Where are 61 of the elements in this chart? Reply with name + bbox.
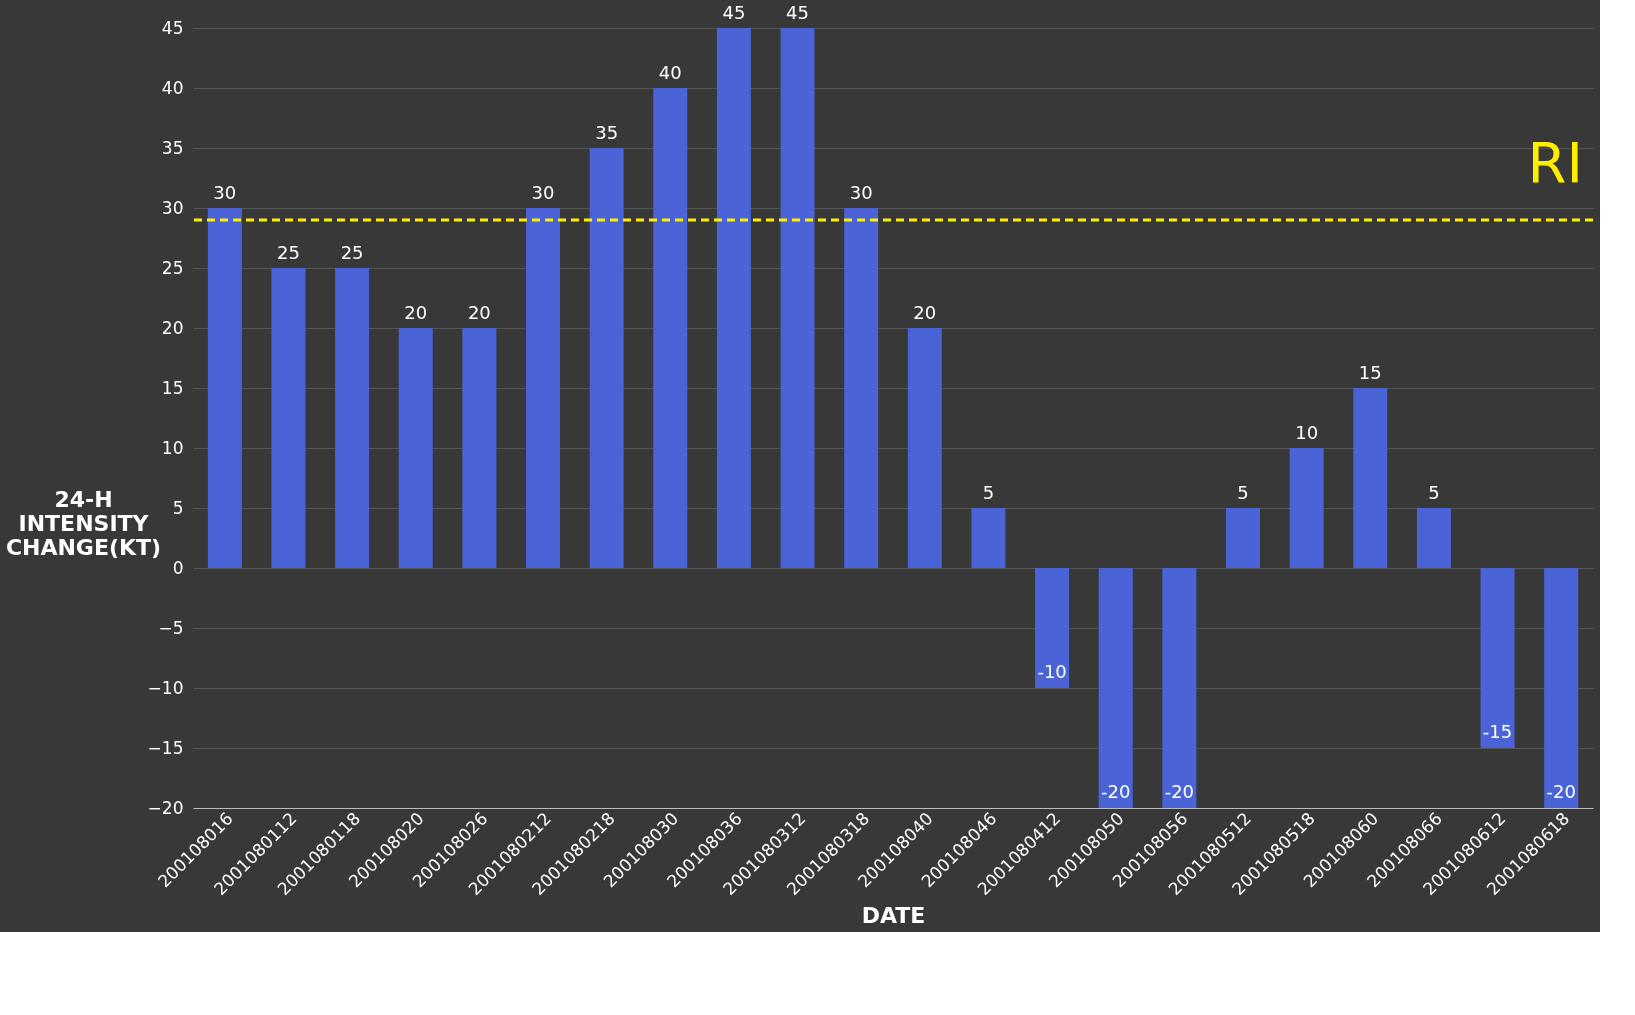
bar bbox=[1353, 388, 1388, 568]
bar bbox=[1544, 568, 1579, 808]
bar bbox=[1098, 568, 1133, 808]
data-label: -20 bbox=[1164, 781, 1195, 802]
bar bbox=[1226, 508, 1260, 568]
data-label: 30 bbox=[849, 182, 873, 203]
y-axis-title: 24-H INTENSITY CHANGE(KT) bbox=[5, 487, 162, 561]
data-label: 5 bbox=[982, 482, 995, 503]
data-label: 15 bbox=[1358, 362, 1382, 383]
bar bbox=[398, 328, 433, 568]
bar bbox=[844, 208, 879, 568]
data-label: 45 bbox=[786, 2, 809, 23]
y-tick-label: 5 bbox=[172, 497, 184, 518]
ref-line-label: RI bbox=[1527, 130, 1583, 195]
data-label: 35 bbox=[595, 122, 619, 143]
bar bbox=[907, 328, 942, 568]
data-label: -10 bbox=[1037, 661, 1067, 682]
y-tick-label: −5 bbox=[158, 617, 184, 638]
bar bbox=[335, 268, 370, 568]
bar bbox=[526, 208, 560, 568]
y-tick-label: −20 bbox=[147, 797, 184, 818]
data-label: 20 bbox=[913, 302, 937, 323]
data-label: -15 bbox=[1482, 721, 1513, 742]
bar bbox=[780, 28, 815, 568]
bar bbox=[1289, 448, 1324, 568]
bar bbox=[271, 268, 306, 568]
bar bbox=[207, 208, 242, 568]
data-label: 45 bbox=[722, 2, 746, 23]
data-label: 40 bbox=[658, 62, 682, 83]
y-tick-label: −15 bbox=[147, 737, 184, 758]
data-label: 25 bbox=[340, 242, 364, 263]
bar bbox=[653, 88, 688, 568]
bar bbox=[462, 328, 497, 568]
y-tick-label: 10 bbox=[161, 437, 184, 458]
data-label: 5 bbox=[1428, 482, 1440, 503]
y-tick-label: 40 bbox=[161, 77, 184, 98]
bar bbox=[971, 508, 1006, 568]
y-tick-label: −10 bbox=[147, 677, 184, 698]
data-label: 25 bbox=[277, 242, 300, 263]
data-label: -20 bbox=[1101, 781, 1131, 802]
data-label: -20 bbox=[1546, 781, 1576, 802]
bar bbox=[1035, 568, 1070, 688]
data-label: 30 bbox=[213, 182, 237, 203]
data-label: 20 bbox=[467, 302, 491, 323]
bar bbox=[1480, 568, 1515, 748]
y-tick-label: 30 bbox=[161, 197, 184, 218]
y-tick-label: 25 bbox=[161, 257, 184, 278]
y-tick-label: 20 bbox=[161, 317, 184, 338]
bar bbox=[716, 28, 751, 568]
data-label: 30 bbox=[531, 182, 555, 203]
x-axis-title: DATE bbox=[861, 903, 926, 929]
data-label: 20 bbox=[404, 302, 428, 323]
y-tick-label: 45 bbox=[161, 17, 184, 38]
bar bbox=[589, 148, 624, 568]
bar bbox=[1416, 508, 1451, 568]
y-tick-label: 35 bbox=[161, 137, 184, 158]
y-tick-label: 0 bbox=[172, 557, 184, 578]
data-label: 10 bbox=[1295, 422, 1319, 443]
y-tick-label: 15 bbox=[161, 377, 184, 398]
data-label: 5 bbox=[1237, 482, 1249, 503]
bar bbox=[1162, 568, 1197, 808]
